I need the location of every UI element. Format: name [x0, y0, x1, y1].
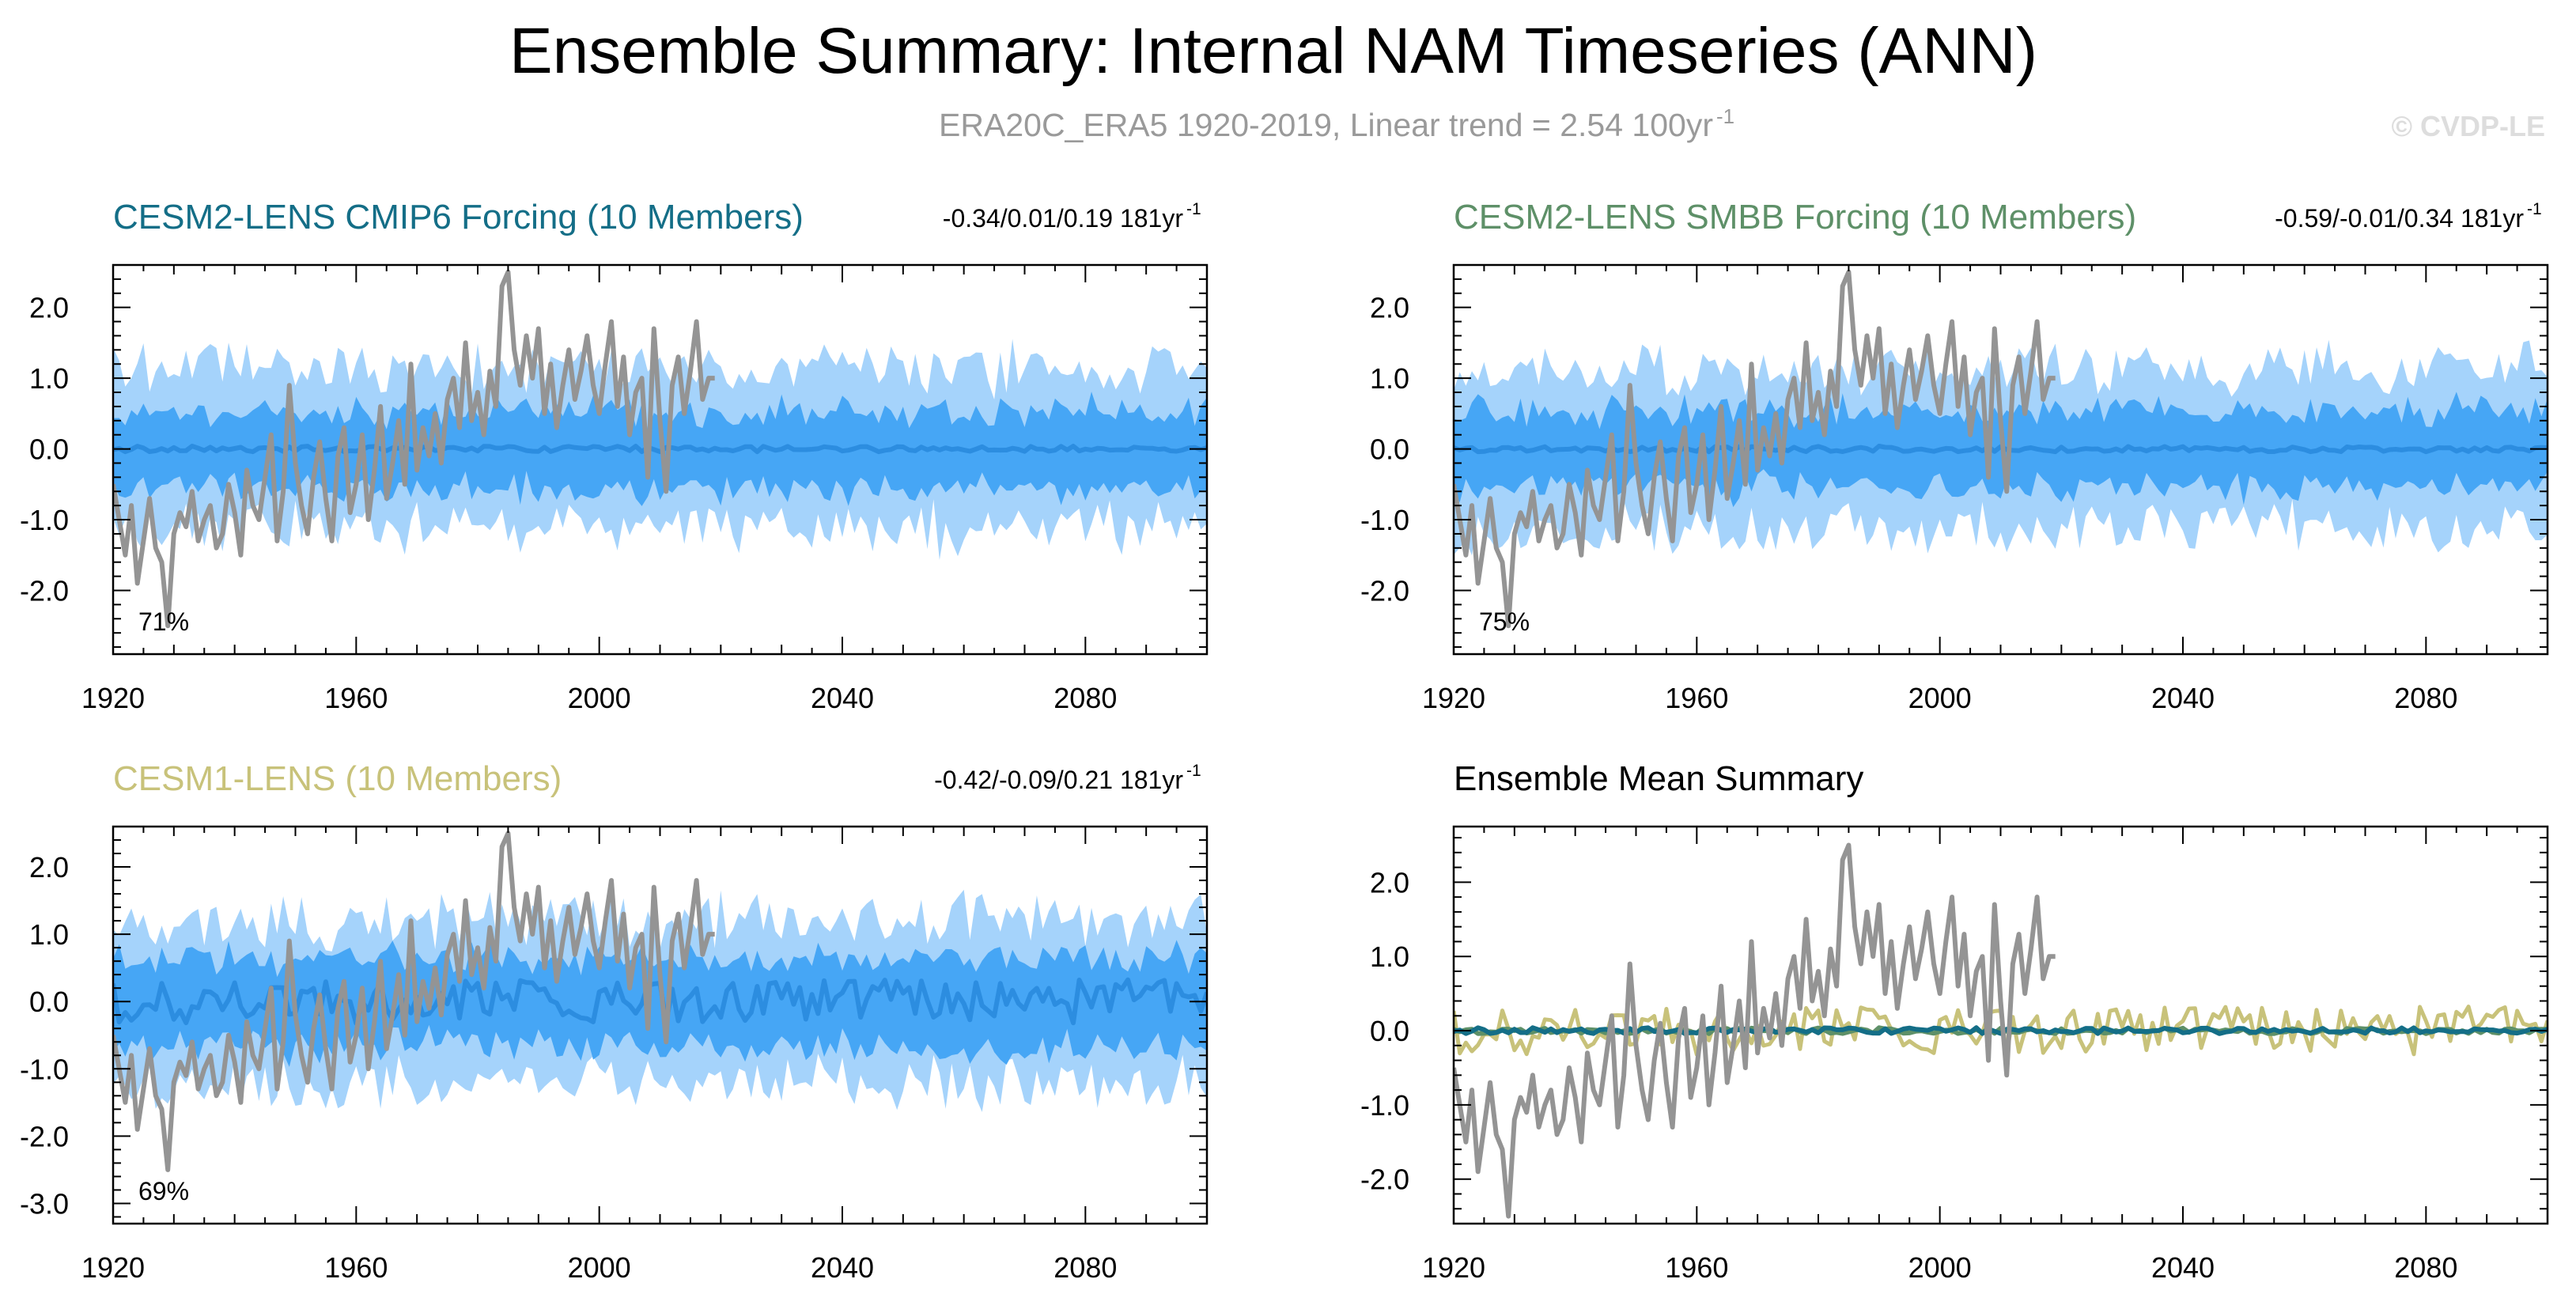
trend-label-sup: -1: [1186, 762, 1201, 780]
percent-label: 71%: [138, 607, 189, 636]
percent-label: 75%: [1479, 607, 1530, 636]
y-tick-label: 0.0: [29, 433, 69, 466]
x-tick-label: 2040: [811, 682, 874, 714]
panel-ens_mean_summary: 1920 1960 2000 2040 2080 -2.0 -1.0 0.0 1.0 2.0 Ens…: [1360, 759, 2549, 1284]
x-tick-label: 1920: [1422, 682, 1485, 714]
x-tick-label: 2040: [2151, 682, 2215, 714]
trend-label: -0.34/0.01/0.19 181yr: [943, 204, 1184, 233]
y-tick-label: 0.0: [1370, 433, 1409, 466]
panel-title: CESM1-LENS (10 Members): [113, 759, 562, 798]
y-tick-label: -1.0: [1360, 1089, 1409, 1122]
plot-area: [113, 269, 1207, 629]
x-tick-label: 1960: [324, 1251, 388, 1284]
y-tick-label: -2.0: [20, 574, 69, 607]
figure-subtitle: ERA20C_ERA5 1920-2019, Linear trend = 2.…: [939, 107, 1713, 143]
panel-cesm2_smbb: 1920 1960 2000 2040 2080 -2.0 -1.0 0.0 1.0 2.0 CES…: [1360, 198, 2549, 714]
x-tick-label: 2080: [2394, 682, 2457, 714]
trend-label-sup: -1: [2527, 200, 2542, 218]
x-tick-label: 2000: [568, 1251, 631, 1284]
y-tick-label: 1.0: [29, 918, 69, 951]
panel-title: Ensemble Mean Summary: [1454, 759, 1863, 798]
x-tick-label: 2000: [1908, 1251, 1972, 1284]
x-tick-label: 1920: [81, 1251, 145, 1284]
y-tick-label: -1.0: [1360, 504, 1409, 536]
x-tick-label: 1920: [81, 682, 145, 714]
y-tick-label: -1.0: [20, 1053, 69, 1085]
x-tick-label: 1960: [324, 682, 388, 714]
x-tick-label: 1960: [1665, 1251, 1728, 1284]
observed-line: [113, 831, 715, 1172]
watermark: © CVDP-LE: [2391, 110, 2545, 142]
panel-cesm1: 1920 1960 2000 2040 2080 -3.0 -2.0 -1.0 0.0 1.0 2.…: [20, 759, 1209, 1284]
trend-label: -0.42/-0.09/0.21 181yr: [934, 766, 1183, 794]
plot-area: [113, 831, 1207, 1172]
y-tick-label: 1.0: [1370, 362, 1409, 395]
x-tick-label: 1960: [1665, 682, 1728, 714]
y-tick-label: 2.0: [1370, 866, 1409, 899]
x-tick-label: 1920: [1422, 1251, 1485, 1284]
x-tick-label: 2080: [1053, 1251, 1117, 1284]
y-tick-label: -2.0: [1360, 1164, 1409, 1196]
y-tick-label: 2.0: [1370, 292, 1409, 324]
y-tick-label: 0.0: [29, 986, 69, 1018]
panel-title: CESM2-LENS SMBB Forcing (10 Members): [1454, 198, 2136, 236]
plot-area: [1454, 842, 2548, 1219]
x-tick-label: 2000: [568, 682, 631, 714]
y-tick-label: -1.0: [20, 504, 69, 536]
y-tick-label: 1.0: [1370, 940, 1409, 973]
observed-line: [1454, 842, 2056, 1219]
y-tick-label: 0.0: [1370, 1015, 1409, 1047]
y-tick-label: 2.0: [29, 851, 69, 884]
y-tick-label: 2.0: [29, 292, 69, 324]
trend-label: -0.59/-0.01/0.34 181yr: [2275, 204, 2524, 233]
x-tick-label: 2040: [811, 1251, 874, 1284]
trend-label-sup: -1: [1186, 200, 1201, 218]
figure-title: Ensemble Summary: Internal NAM Timeserie…: [509, 15, 2037, 87]
panel-cesm2_cmip6: 1920 1960 2000 2040 2080 -2.0 -1.0 0.0 1.0 2.0 CES…: [20, 198, 1209, 714]
observed-line: [1454, 269, 2056, 629]
y-tick-label: -2.0: [20, 1120, 69, 1152]
y-tick-label: -3.0: [20, 1187, 69, 1220]
plot-area: [1454, 269, 2548, 629]
y-tick-label: -2.0: [1360, 574, 1409, 607]
x-tick-label: 2080: [1053, 682, 1117, 714]
x-tick-label: 2040: [2151, 1251, 2215, 1284]
x-tick-label: 2000: [1908, 682, 1972, 714]
figure-subtitle-sup: -1: [1716, 104, 1734, 128]
y-tick-label: 1.0: [29, 362, 69, 395]
x-tick-label: 2080: [2394, 1251, 2457, 1284]
observed-line: [113, 269, 715, 629]
percent-label: 69%: [138, 1177, 189, 1205]
panel-title: CESM2-LENS CMIP6 Forcing (10 Members): [113, 198, 804, 236]
